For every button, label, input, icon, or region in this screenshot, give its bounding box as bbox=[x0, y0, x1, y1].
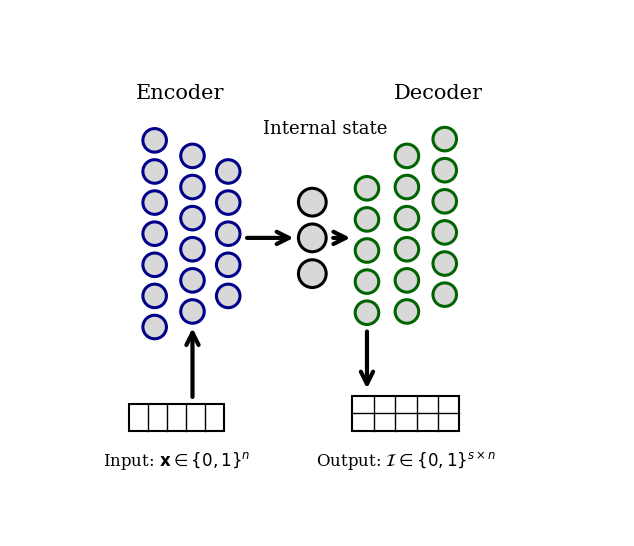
Circle shape bbox=[216, 284, 240, 308]
Circle shape bbox=[433, 252, 456, 275]
Text: Decoder: Decoder bbox=[394, 85, 483, 103]
Circle shape bbox=[355, 301, 378, 324]
Circle shape bbox=[433, 283, 456, 306]
Circle shape bbox=[299, 224, 326, 252]
Circle shape bbox=[181, 175, 204, 199]
Circle shape bbox=[216, 159, 240, 183]
Circle shape bbox=[355, 207, 378, 231]
Bar bbox=[353, 395, 460, 431]
Circle shape bbox=[299, 260, 326, 288]
Circle shape bbox=[181, 144, 204, 168]
Text: Encoder: Encoder bbox=[136, 85, 224, 103]
Circle shape bbox=[433, 158, 456, 182]
Circle shape bbox=[216, 253, 240, 277]
Circle shape bbox=[395, 238, 418, 261]
Text: Output: $\mathcal{I} \in \{0,1\}^{s \times n}$: Output: $\mathcal{I} \in \{0,1\}^{s \tim… bbox=[316, 450, 496, 473]
Circle shape bbox=[433, 221, 456, 244]
Circle shape bbox=[143, 284, 167, 308]
Text: Input: $\mathbf{x} \in \{0,1\}^n$: Input: $\mathbf{x} \in \{0,1\}^n$ bbox=[103, 450, 250, 472]
Circle shape bbox=[395, 144, 418, 168]
Circle shape bbox=[143, 128, 167, 152]
Circle shape bbox=[181, 300, 204, 323]
Circle shape bbox=[433, 189, 456, 213]
Circle shape bbox=[299, 188, 326, 216]
Circle shape bbox=[395, 206, 418, 230]
Text: Internal state: Internal state bbox=[262, 120, 387, 138]
Circle shape bbox=[395, 300, 418, 323]
Circle shape bbox=[143, 222, 167, 246]
Circle shape bbox=[143, 191, 167, 215]
Circle shape bbox=[395, 269, 418, 292]
Circle shape bbox=[143, 315, 167, 339]
Circle shape bbox=[181, 238, 204, 261]
Circle shape bbox=[143, 159, 167, 183]
Circle shape bbox=[433, 127, 456, 151]
Circle shape bbox=[181, 206, 204, 230]
Bar bbox=[129, 404, 224, 431]
Circle shape bbox=[216, 222, 240, 246]
Circle shape bbox=[181, 269, 204, 292]
Circle shape bbox=[395, 175, 418, 199]
Circle shape bbox=[355, 270, 378, 293]
Circle shape bbox=[355, 176, 378, 200]
Circle shape bbox=[143, 253, 167, 277]
Circle shape bbox=[216, 191, 240, 215]
Circle shape bbox=[355, 239, 378, 262]
